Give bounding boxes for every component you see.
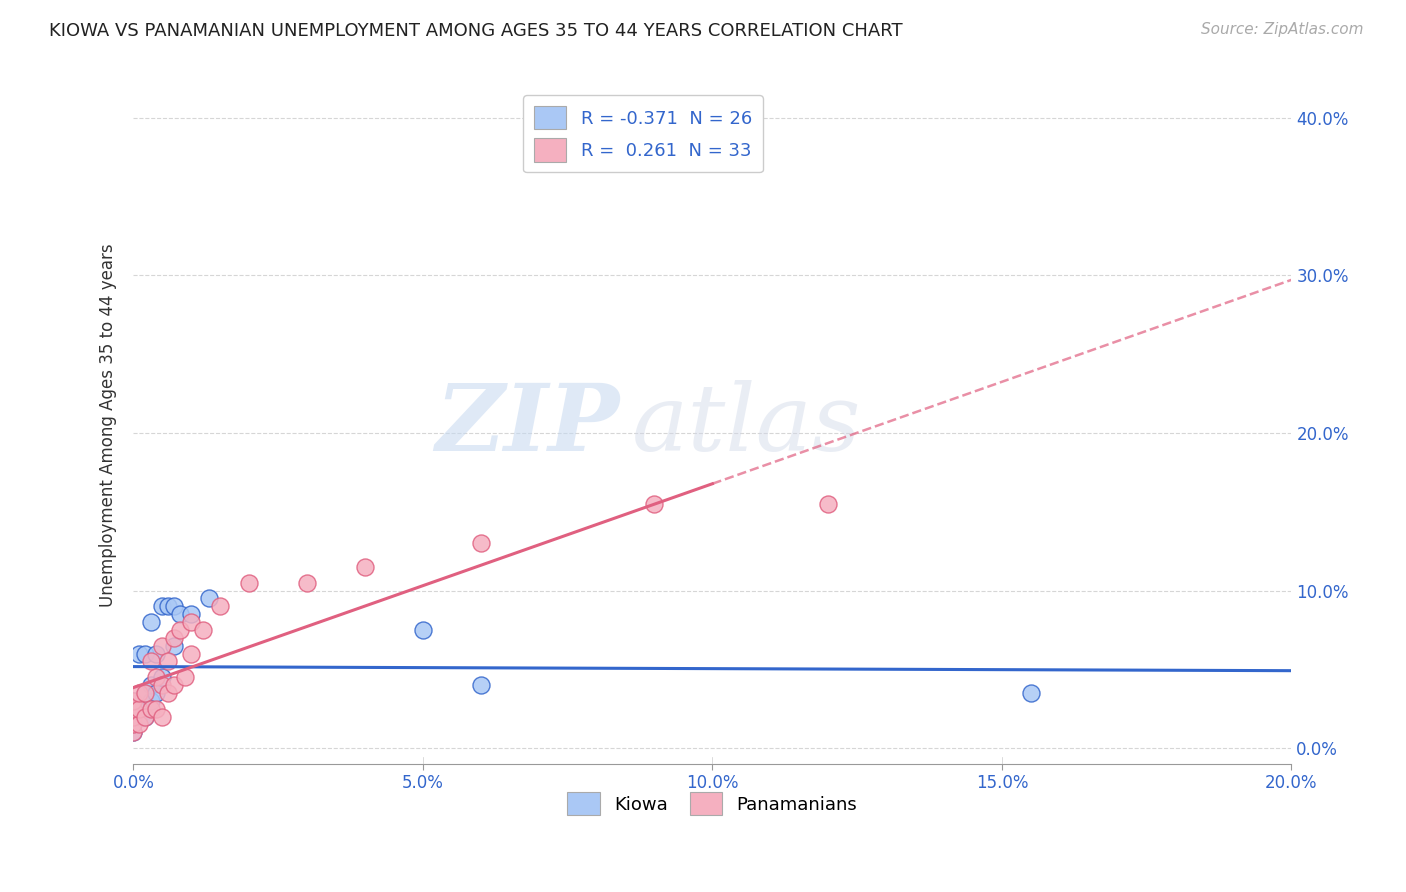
Point <box>122 694 145 708</box>
Point <box>180 607 202 622</box>
Point <box>134 709 156 723</box>
Point <box>470 536 492 550</box>
Point <box>470 678 492 692</box>
Point <box>122 701 145 715</box>
Point <box>128 701 150 715</box>
Point <box>157 599 180 614</box>
Point <box>157 654 180 668</box>
Point <box>122 725 145 739</box>
Point <box>122 694 145 708</box>
Point <box>295 575 318 590</box>
Point <box>197 591 219 606</box>
Point <box>134 686 156 700</box>
Point <box>145 647 167 661</box>
Legend: Kiowa, Panamanians: Kiowa, Panamanians <box>560 785 865 822</box>
Point <box>163 678 186 692</box>
Point <box>139 701 162 715</box>
Point <box>150 678 173 692</box>
Point <box>122 725 145 739</box>
Point <box>209 599 232 614</box>
Text: KIOWA VS PANAMANIAN UNEMPLOYMENT AMONG AGES 35 TO 44 YEARS CORRELATION CHART: KIOWA VS PANAMANIAN UNEMPLOYMENT AMONG A… <box>49 22 903 40</box>
Point <box>163 631 186 645</box>
Point <box>163 599 186 614</box>
Point <box>163 639 186 653</box>
Point <box>150 709 173 723</box>
Point <box>150 599 173 614</box>
Point <box>238 575 260 590</box>
Point <box>180 647 202 661</box>
Point <box>169 607 191 622</box>
Point <box>139 654 162 668</box>
Point <box>145 670 167 684</box>
Point <box>157 686 180 700</box>
Point <box>191 623 214 637</box>
Point <box>145 701 167 715</box>
Point <box>817 497 839 511</box>
Text: Source: ZipAtlas.com: Source: ZipAtlas.com <box>1201 22 1364 37</box>
Point <box>128 709 150 723</box>
Point <box>134 709 156 723</box>
Point <box>1019 686 1042 700</box>
Point <box>354 560 377 574</box>
Point <box>122 709 145 723</box>
Text: ZIP: ZIP <box>436 380 620 470</box>
Point <box>128 717 150 731</box>
Point <box>139 694 162 708</box>
Y-axis label: Unemployment Among Ages 35 to 44 years: Unemployment Among Ages 35 to 44 years <box>100 244 117 607</box>
Point <box>643 497 665 511</box>
Point <box>174 670 197 684</box>
Point <box>122 717 145 731</box>
Point <box>139 678 162 692</box>
Point <box>134 647 156 661</box>
Point <box>139 615 162 629</box>
Point <box>169 623 191 637</box>
Point <box>145 686 167 700</box>
Point <box>122 701 145 715</box>
Text: atlas: atlas <box>631 380 860 470</box>
Point <box>128 701 150 715</box>
Point <box>412 623 434 637</box>
Point <box>180 615 202 629</box>
Point <box>134 686 156 700</box>
Point <box>128 686 150 700</box>
Point <box>128 647 150 661</box>
Point <box>122 717 145 731</box>
Point <box>150 670 173 684</box>
Point <box>150 639 173 653</box>
